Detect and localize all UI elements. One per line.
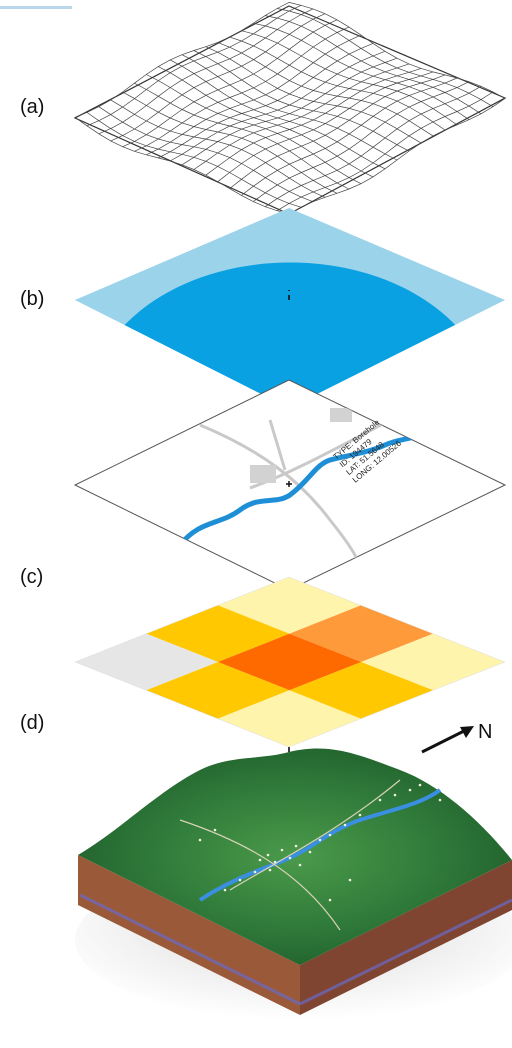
north-label: N — [478, 721, 492, 743]
mesh-line — [74, 117, 290, 215]
settlement-point — [358, 813, 362, 817]
layer-d-terrain-block — [75, 748, 512, 1020]
north-arrow-shaft — [421, 726, 471, 754]
terrain-side-right — [300, 860, 512, 1015]
mesh-line — [98, 106, 314, 203]
panel-label-a: (a) — [20, 96, 45, 118]
terrain-road-2 — [229, 779, 401, 891]
settlement-point — [223, 888, 227, 892]
panel-label-d: (d) — [20, 712, 45, 734]
panel-label-c: (c) — [20, 566, 44, 588]
settlement-point — [298, 863, 302, 867]
map-outline — [73, 379, 507, 591]
map-river — [177, 427, 433, 548]
mesh-line — [276, 91, 494, 211]
map-point-marker-icon — [286, 481, 292, 487]
settlement-point — [258, 858, 262, 862]
map-road-3 — [268, 419, 287, 471]
raster-cell — [217, 633, 362, 691]
mesh-line — [265, 85, 482, 207]
settlement-point — [253, 870, 257, 874]
settlement-point — [280, 848, 284, 852]
settlement-point — [328, 898, 332, 902]
settlement-point — [268, 868, 272, 872]
settlement-point — [266, 853, 270, 857]
terrain-settlement-points — [198, 783, 442, 902]
settlement-point — [348, 878, 352, 882]
settlement-point — [198, 838, 202, 842]
settlement-point — [408, 788, 412, 792]
settlement-point — [273, 860, 277, 864]
settlement-point — [294, 844, 298, 848]
map-building-2 — [330, 408, 352, 422]
settlement-point — [343, 823, 347, 827]
layer-a-outline — [73, 5, 507, 215]
settlement-point — [308, 850, 312, 854]
settlement-point — [378, 798, 382, 802]
settlement-point — [393, 793, 397, 797]
settlement-point — [328, 833, 332, 837]
terrain-water-table-left — [79, 893, 301, 1006]
mesh-line — [110, 99, 326, 198]
raster-cell — [361, 633, 505, 691]
north-arrow: N — [421, 721, 492, 754]
settlement-point — [418, 783, 422, 787]
panel-label-b: (b) — [20, 288, 45, 310]
mesh-line — [288, 98, 506, 215]
raster-cell — [289, 662, 433, 719]
layer-a-wireframe-surface — [73, 2, 507, 215]
map-building-1 — [250, 465, 276, 483]
header-accent-line — [0, 6, 72, 9]
layer-vector-map: TYPE: Borehole ID: 194479 LAT: 51.5648 L… — [73, 379, 507, 591]
layer-c-raster-grid — [74, 576, 506, 748]
settlement-point — [238, 878, 242, 882]
north-arrow-head-icon — [460, 726, 474, 738]
mesh-line — [86, 112, 302, 208]
settlement-point — [213, 828, 217, 832]
raster-cell — [289, 605, 433, 662]
layer-a-mesh — [74, 2, 506, 215]
settlement-point — [438, 798, 442, 802]
terrain-road-1 — [179, 819, 341, 931]
terrain-water-table-right — [299, 898, 512, 1006]
settlement-point — [288, 856, 292, 860]
settlement-point — [318, 838, 322, 842]
